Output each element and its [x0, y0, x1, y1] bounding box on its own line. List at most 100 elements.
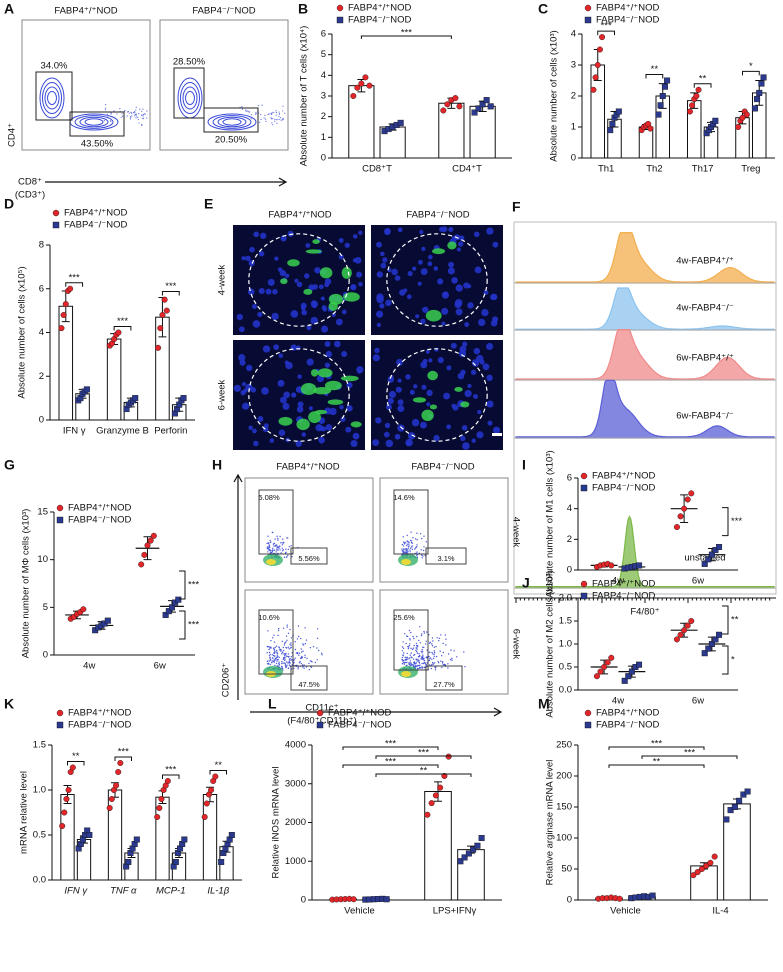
nucleus: [341, 309, 347, 315]
event-dot: [412, 537, 414, 539]
event-dot: [272, 637, 274, 639]
event-dot: [304, 654, 306, 656]
legend-marker: [56, 516, 64, 524]
event-dot: [247, 110, 249, 112]
x-tick-label: Vehicle: [610, 906, 641, 917]
x-tick-label: 6w: [154, 661, 166, 672]
significance: **: [731, 615, 739, 626]
panel-label: D: [4, 196, 14, 212]
event-dot: [407, 547, 409, 550]
event-dot: [269, 658, 272, 661]
y-axis-label: Absolute number of T cells (x10⁴): [299, 26, 310, 167]
event-dot: [271, 654, 273, 656]
nucleus: [464, 389, 472, 398]
event-dot: [137, 118, 139, 121]
y-tick-label: 100: [556, 833, 572, 844]
nucleus: [464, 322, 470, 327]
event-dot: [286, 661, 288, 663]
nucleus: [239, 359, 246, 366]
event-dot: [281, 667, 283, 669]
event-dot: [278, 627, 280, 630]
event-dot: [402, 536, 404, 538]
nucleus: [462, 442, 470, 450]
data-point: [636, 562, 643, 569]
nucleus: [474, 266, 482, 274]
event-dot: [278, 656, 280, 659]
data-point: [437, 784, 444, 791]
data-point: [104, 617, 111, 624]
event-dot: [275, 551, 277, 553]
event-dot: [110, 112, 112, 114]
event-dot: [276, 656, 279, 658]
data-point: [441, 773, 448, 780]
event-dot: [411, 545, 413, 547]
flow-plot-frame: [244, 589, 374, 695]
event-dot: [278, 111, 280, 113]
nucleus: [341, 351, 348, 357]
event-dot: [440, 660, 442, 662]
y-tick-label: 10: [37, 554, 48, 565]
data-point: [712, 547, 719, 554]
nucleus: [339, 404, 344, 410]
event-dot: [285, 635, 288, 637]
significance-bracket: [608, 764, 705, 768]
legend-marker: [580, 484, 588, 492]
event-dot: [266, 652, 268, 654]
event-dot: [441, 661, 444, 663]
nucleus: [375, 417, 382, 424]
event-dot: [274, 118, 276, 121]
event-dot: [404, 633, 406, 635]
event-dot: [444, 664, 447, 666]
legend-marker: [52, 221, 60, 229]
event-dot: [104, 107, 107, 109]
event-dot: [282, 542, 285, 544]
legend-label: FABP4⁺/⁺NOD: [348, 3, 411, 14]
event-dot: [421, 666, 423, 668]
event-dot: [279, 549, 281, 551]
y-axis-label: Absolute number of M1 cells (x10³): [545, 450, 556, 597]
event-dot: [272, 118, 274, 120]
event-dot: [277, 659, 279, 661]
event-dot: [450, 649, 452, 651]
nucleus: [296, 281, 303, 288]
event-dot: [415, 662, 417, 665]
data-point: [475, 105, 482, 112]
nucleus: [455, 308, 463, 316]
data-point: [457, 858, 464, 865]
nucleus: [403, 288, 408, 293]
data-point: [707, 859, 714, 866]
event-dot: [285, 551, 287, 553]
y-tick-label: 0: [567, 895, 572, 906]
event-dot: [413, 654, 415, 657]
event-dot: [419, 642, 422, 644]
nucleus: [318, 284, 324, 290]
nucleus: [312, 284, 318, 290]
nucleus: [262, 345, 271, 353]
column-header: FABP4⁺/⁺NOD: [276, 462, 339, 473]
significance: ***: [165, 765, 176, 776]
nucleus: [287, 230, 294, 237]
event-dot: [273, 545, 275, 547]
nucleus: [482, 363, 490, 371]
event-dot: [305, 666, 308, 668]
y-axis-label: CD4⁺: [7, 123, 18, 147]
nucleus: [257, 311, 263, 318]
data-point: [628, 668, 635, 675]
nucleus: [457, 372, 465, 380]
event-dot: [287, 646, 289, 648]
data-point: [465, 850, 472, 857]
significance-bracket: [597, 30, 616, 36]
data-point: [594, 62, 601, 69]
panel-label: M: [538, 696, 550, 712]
event-dot: [419, 667, 421, 669]
event-dot: [451, 657, 453, 659]
event-dot: [432, 640, 434, 642]
x-axis-sublabel: (CD3⁺): [15, 190, 45, 201]
event-dot: [240, 115, 243, 118]
nucleus: [463, 282, 470, 289]
event-dot: [418, 639, 420, 642]
islet-outline: [386, 348, 488, 442]
event-dot: [126, 111, 128, 113]
data-point: [432, 792, 439, 799]
event-dot: [266, 663, 269, 665]
